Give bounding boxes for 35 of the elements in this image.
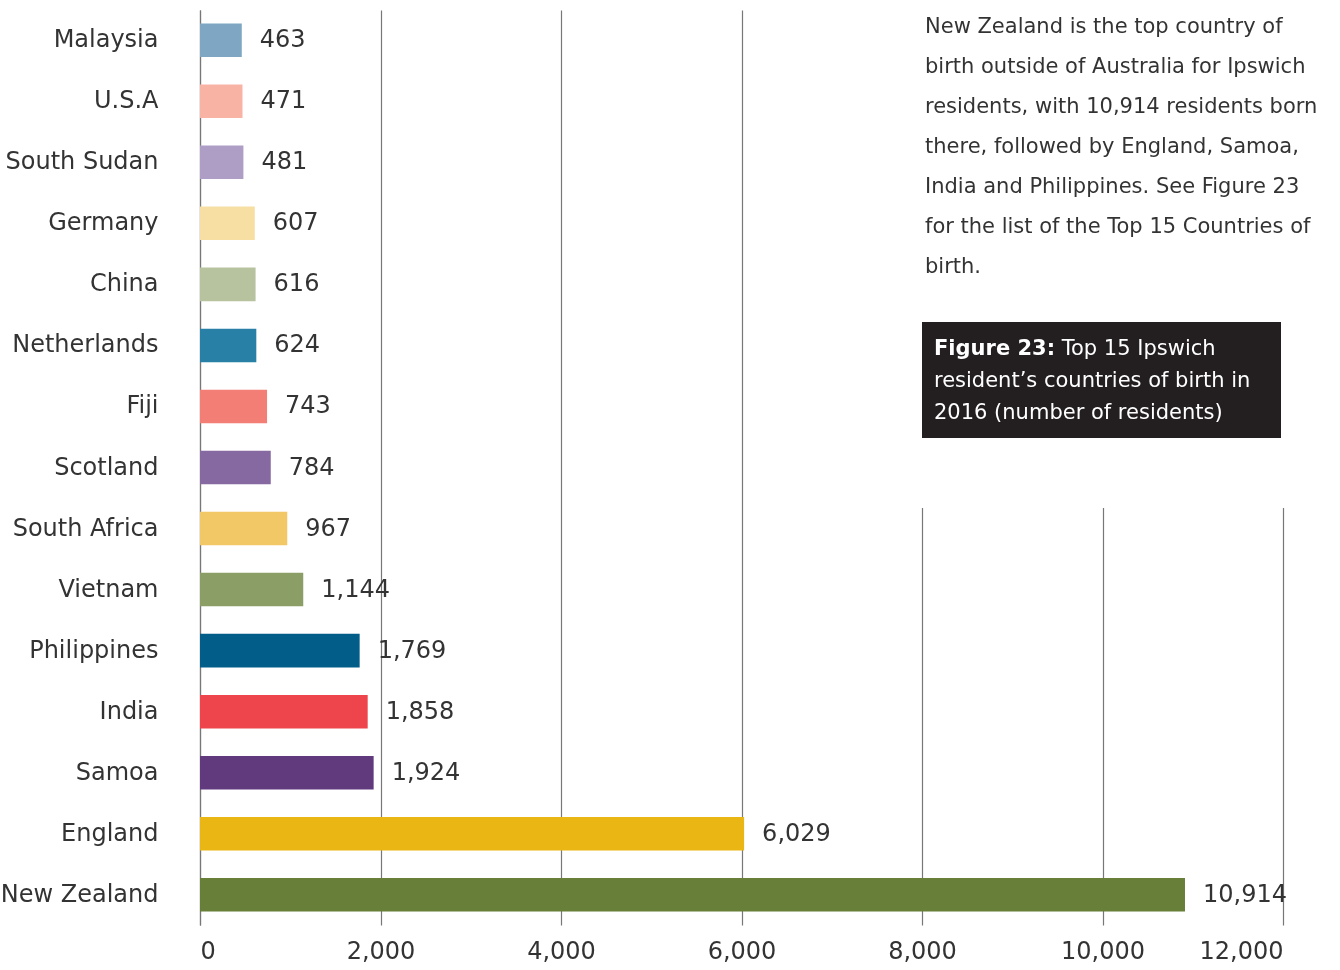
data-label: 1,858 <box>385 696 455 725</box>
x-tick-label: 10,000 <box>1061 936 1145 965</box>
data-label: 743 <box>285 391 331 420</box>
y-tick-label: South Sudan <box>5 147 159 176</box>
y-tick-label: Fiji <box>126 391 159 420</box>
data-label: 6,029 <box>762 818 831 847</box>
x-tick-label: 12,000 <box>1199 936 1284 965</box>
y-tick-label: Netherlands <box>12 330 159 359</box>
y-tick-label: U.S.A <box>94 86 160 115</box>
y-tick-label: Germany <box>48 208 159 237</box>
data-label: 463 <box>259 25 306 54</box>
data-label: 481 <box>261 147 308 176</box>
data-label: 607 <box>272 208 319 237</box>
data-label: 967 <box>305 513 352 542</box>
y-tick-label: India <box>99 696 159 725</box>
y-tick-label: Malaysia <box>53 25 159 54</box>
y-tick-label: Philippines <box>29 635 159 664</box>
x-tick-label: 8,000 <box>888 936 957 965</box>
data-label: 624 <box>274 330 321 359</box>
y-tick-label: South Africa <box>12 513 159 542</box>
y-tick-label: China <box>89 269 159 298</box>
y-tick-label: New Zealand <box>0 879 159 908</box>
y-tick-label: England <box>61 818 159 847</box>
y-tick-label: Vietnam <box>58 574 159 603</box>
y-tick-label: Scotland <box>54 452 159 481</box>
x-tick-label: 4,000 <box>527 936 596 965</box>
data-label: 1,924 <box>391 757 461 786</box>
data-label: 784 <box>288 452 335 481</box>
x-tick-label: 0 <box>200 936 216 965</box>
x-tick-label: 6,000 <box>707 936 777 965</box>
y-tick-label: Samoa <box>75 757 159 786</box>
annotation: New Zealand is the top country of birth outside of Australia for Ipswich residents, with 10,914 residents born there, followed by England, Samoa, India and Philippines. See Figure 23 for the list of the Top 15 Countries of birth. <box>925 13 1319 280</box>
data-label: 616 <box>273 269 320 298</box>
x-tick-label: 2,000 <box>346 936 416 965</box>
data-label: 471 <box>260 86 307 115</box>
